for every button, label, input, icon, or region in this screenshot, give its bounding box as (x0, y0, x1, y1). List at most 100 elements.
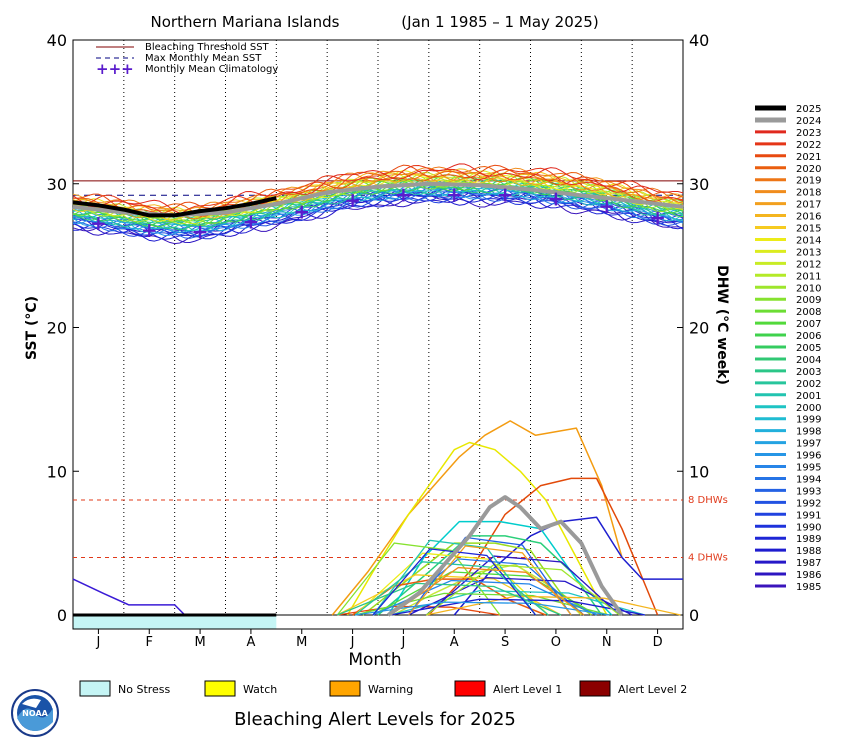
x-tick-label: S (501, 635, 509, 650)
dhw-line-2024 (387, 495, 624, 617)
x-tick-label: A (450, 635, 459, 650)
dhw-line (372, 548, 537, 616)
x-tick-label: N (602, 635, 612, 650)
dhw-line-2017 (331, 420, 623, 616)
x-tick-label: M (194, 635, 205, 650)
sst-year-line (72, 168, 684, 219)
legend-year-label: 1999 (796, 415, 821, 426)
y-right-tick-label: 20 (689, 319, 709, 338)
legend-year-label: 2020 (796, 164, 821, 175)
x-tick-label: J (95, 635, 100, 650)
dhw-threshold-label: 8 DHWs (688, 495, 728, 506)
x-tick-label: J (400, 635, 405, 650)
alert-legend-swatch (329, 680, 361, 697)
y-left-tick-label: 30 (47, 175, 67, 194)
legend-year-label: 2022 (796, 140, 821, 151)
dhw-line (425, 564, 620, 616)
legend-year-label: 1994 (796, 474, 821, 485)
climatology-marker: + (293, 200, 310, 224)
legend-year-label: 1985 (796, 582, 821, 593)
y-right-tick-label: 0 (689, 606, 699, 625)
sst-year-line (72, 163, 684, 215)
climatology-marker: + (344, 188, 361, 212)
chart-title: Northern Mariana Islands (151, 13, 340, 31)
legend-year-label: 2009 (796, 295, 821, 306)
alert-legend-label: Watch (243, 683, 277, 696)
dhw-line-1988 (453, 516, 683, 616)
x-tick-label: M (296, 635, 307, 650)
climatology-marker: + (598, 194, 615, 218)
legend-climatology-label: Monthly Mean Climatology (145, 64, 278, 75)
legend-year-label: 1989 (796, 534, 821, 545)
sst-year-line (72, 165, 684, 217)
y-axis-left-title: SST (°C) (24, 296, 40, 360)
legend-threshold-label: Bleaching Threshold SST (145, 42, 270, 53)
y-left-tick-label: 40 (47, 31, 67, 50)
x-tick-label: J (350, 635, 355, 650)
dhw-line (390, 566, 585, 616)
alert-legend: No Stress Watch Warning Alert Level 1 Alert … (79, 680, 687, 697)
alert-legend-label: No Stress (118, 683, 171, 696)
legend-year-label: 2000 (796, 403, 821, 414)
dhw-line (354, 561, 549, 616)
legend-year-label: 2016 (796, 212, 821, 223)
noaa-logo: NOAA (11, 689, 59, 737)
legend-year-label: 2010 (796, 283, 821, 294)
legend-year-label: 2012 (796, 259, 821, 270)
climatology-marker: + (90, 211, 107, 235)
sst-year-line (72, 191, 684, 245)
x-tick-label: A (246, 635, 255, 650)
legend-year-label: 1990 (796, 522, 821, 533)
legend-year-label: 2017 (796, 200, 821, 211)
climatology-marker: + (141, 218, 158, 242)
year-legend: 2025202420232022202120202019201820172016… (755, 104, 821, 593)
legend-year-label: 1997 (796, 439, 821, 450)
dhw-line-1985 (72, 578, 186, 616)
legend-year-label: 1993 (796, 486, 821, 497)
y-right-tick-label: 40 (689, 31, 709, 50)
legend-year-label: 2011 (796, 271, 821, 282)
alert-legend-swatch (79, 680, 111, 697)
climatology-marker: + (243, 210, 260, 234)
y-left-tick-label: 10 (47, 462, 67, 481)
y-right-tick-label: 30 (689, 175, 709, 194)
legend-year-label: 1992 (796, 498, 821, 509)
legend-year-label: 2019 (796, 176, 821, 187)
plot-marks-layer: 8 DHWs 4 DHWs + + + + + + + + + + + + (72, 163, 728, 617)
legend-year-label: 2018 (796, 188, 821, 199)
dhw-line (407, 545, 572, 616)
dhw-line-2022 (428, 477, 659, 616)
x-tick-label: D (653, 635, 663, 650)
noaa-logo-text: NOAA (22, 709, 48, 718)
legend-year-label: 2007 (796, 319, 821, 330)
climatology-marker: + (548, 187, 565, 211)
y-right-tick-label: 10 (689, 462, 709, 481)
legend-year-label: 1987 (796, 558, 821, 569)
legend-year-label: 2024 (796, 116, 821, 127)
legend-year-label: 2025 (796, 104, 821, 115)
legend-year-label: 2008 (796, 307, 821, 318)
legend-year-label: 1991 (796, 510, 821, 521)
dhw-line-2014 (346, 441, 608, 616)
sst-legend: Bleaching Threshold SST Max Monthly Mean… (96, 42, 278, 78)
dhw-line (372, 539, 537, 616)
dhw-line-1996 (387, 520, 613, 616)
dhw-line (337, 582, 562, 616)
climatology-marker: + (192, 220, 209, 244)
legend-year-label: 2015 (796, 224, 821, 235)
alert-legend-swatch (454, 680, 486, 697)
climatology-marker: + (649, 205, 666, 229)
sst-line-2025 (72, 196, 277, 218)
alert-legend-swatch (204, 680, 236, 697)
legend-year-label: 2003 (796, 367, 821, 378)
legend-year-label: 1995 (796, 463, 821, 474)
legend-year-label: 1996 (796, 451, 821, 462)
legend-year-label: 2013 (796, 247, 821, 258)
legend-year-label: 2021 (796, 152, 821, 163)
climatology-marker: + (446, 182, 463, 206)
alert-legend-label: Alert Level 1 (493, 683, 562, 696)
dhw-line (372, 571, 597, 616)
sst-year-line (73, 186, 683, 239)
alert-legend-swatch (579, 680, 611, 697)
